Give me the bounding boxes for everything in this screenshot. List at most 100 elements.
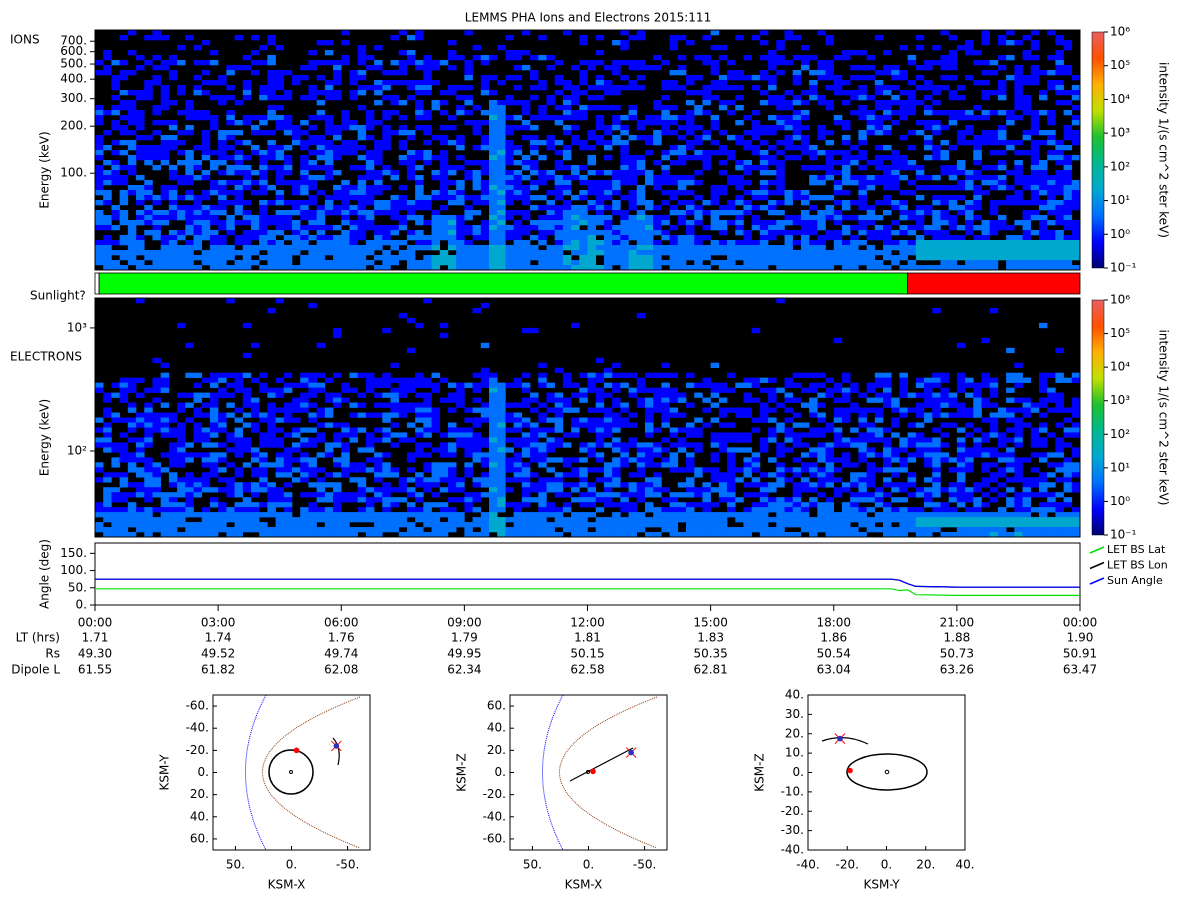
spectrogram-cell [341, 150, 350, 156]
spectrogram-cell [1038, 90, 1048, 96]
spectrogram-cell [423, 240, 432, 246]
spectrogram-cell [234, 522, 244, 528]
spectrogram-cell [644, 170, 654, 176]
spectrogram-cell [850, 255, 859, 261]
spectrogram-cell [456, 512, 465, 518]
spectrogram-cell [415, 517, 424, 523]
spectrogram-cell [480, 120, 490, 126]
spectrogram-cell [111, 442, 120, 448]
spectrogram-cell [185, 342, 194, 349]
spectrogram-cell [636, 235, 646, 241]
spectrogram-cell [530, 140, 539, 146]
spectrogram-cell [218, 135, 227, 141]
spectrogram-cell [127, 250, 137, 256]
spectrogram-cell [1022, 180, 1032, 186]
spectrogram-cell [603, 502, 613, 508]
spectrogram-cell [177, 250, 186, 256]
spectrogram-cell [308, 195, 317, 201]
spectrogram-cell [718, 250, 728, 256]
spectrogram-cell [521, 100, 531, 106]
spectrogram-cell [349, 70, 358, 76]
spectrogram-cell [333, 90, 342, 96]
spectrogram-cell [489, 250, 498, 256]
spectrogram-cell [250, 130, 260, 136]
spectrogram-cell [292, 447, 301, 453]
spectrogram-cell [776, 245, 785, 251]
spectrogram-cell [439, 230, 449, 236]
spectrogram-cell [250, 397, 260, 403]
spectrogram-cell [694, 442, 703, 448]
spectrogram-cell [464, 160, 473, 166]
spectrogram-cell [136, 245, 145, 251]
spectrogram-cell [218, 180, 227, 186]
spectrogram-cell [177, 442, 186, 448]
spectrogram-cell [546, 417, 555, 423]
spectrogram-cell [1014, 255, 1023, 261]
spectrogram-cell [694, 250, 703, 256]
spectrogram-cell [603, 190, 613, 196]
spectrogram-cell [415, 527, 424, 533]
spectrogram-cell [136, 265, 145, 271]
spectrogram-cell [595, 115, 605, 121]
spectrogram-cell [415, 230, 424, 236]
spectrogram-cell [562, 125, 572, 131]
spectrogram-cell [341, 235, 350, 241]
spectrogram-cell [349, 205, 358, 211]
planet [884, 769, 890, 775]
spectrogram-cell [1006, 140, 1015, 146]
spectrogram-cell [595, 240, 605, 246]
spectrogram-cell [924, 175, 933, 181]
spectrogram-cell [464, 407, 473, 413]
spectrogram-cell [250, 527, 260, 533]
spectrogram-cell [127, 245, 137, 251]
spectrogram-cell [292, 382, 301, 388]
spectrogram-cell [965, 240, 974, 246]
spectrogram-cell [480, 80, 490, 86]
spectrogram-cell [538, 155, 547, 161]
spectrogram-cell [234, 120, 244, 126]
spectrogram-cell [521, 200, 531, 206]
spectrogram-cell [185, 532, 194, 538]
spectrogram-cell [612, 170, 621, 176]
spectrogram-cell [800, 245, 810, 251]
spectrogram-cell [653, 532, 662, 538]
spectrogram-cell [308, 372, 317, 378]
timeline-segment [94, 272, 100, 295]
spectrogram-cell [472, 260, 482, 266]
spectrogram-cell [521, 65, 531, 71]
spectrogram-cell [472, 477, 482, 483]
spectrogram-cell [612, 120, 621, 126]
spectrogram-cell [800, 110, 810, 116]
spectrogram-cell [193, 532, 203, 538]
spectrogram-cell [981, 225, 991, 231]
spectrogram-cell [267, 55, 276, 61]
spectrogram-cell [571, 110, 580, 116]
spectrogram-cell [735, 250, 744, 256]
spectrogram-cell [185, 417, 194, 423]
spectrogram-cell [283, 170, 293, 176]
spectrogram-cell [218, 452, 227, 458]
spectrogram-cell [620, 447, 629, 453]
spectrogram-cell [423, 200, 432, 206]
spectrogram-cell [858, 155, 867, 161]
spectrogram-cell [669, 150, 679, 156]
spectrogram-cell [833, 215, 843, 221]
spectrogram-cell [612, 235, 621, 241]
spectrogram-cell [628, 175, 638, 181]
spectrogram-cell [661, 462, 670, 468]
spectrogram-cell [209, 512, 219, 518]
spectrogram-cell [562, 155, 572, 161]
spectrogram-cell [480, 185, 490, 191]
spectrogram-cell [497, 382, 506, 388]
spectrogram-cell [423, 432, 432, 438]
spectrogram-cell [644, 422, 654, 428]
spectrogram-cell [513, 422, 523, 428]
spectrogram-cell [759, 437, 769, 443]
spectrogram-cell [727, 482, 736, 488]
spectrogram-cell [193, 482, 203, 488]
spectrogram-cell [899, 225, 908, 231]
spectrogram-cell [234, 160, 244, 166]
spectrogram-cell [759, 487, 769, 493]
spectrogram-cell [267, 245, 276, 251]
spectrogram-cell [398, 382, 408, 388]
